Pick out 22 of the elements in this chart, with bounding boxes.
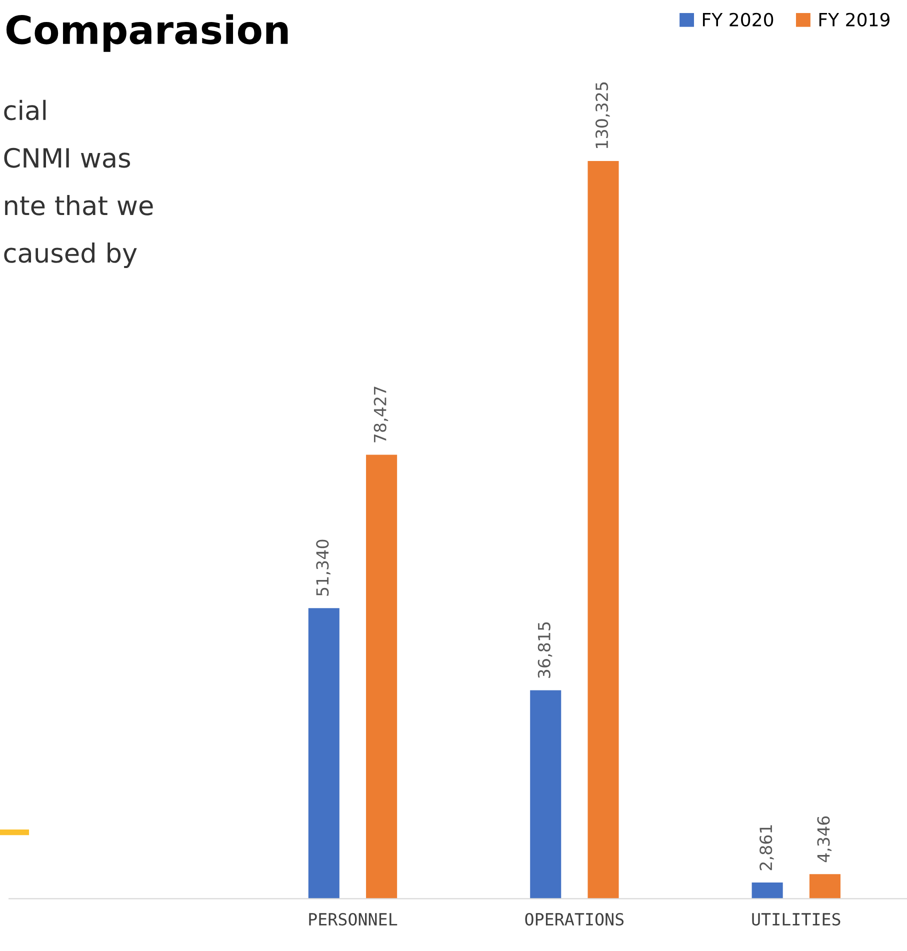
text: caused by — [4, 242, 137, 268]
bar — [530, 690, 562, 899]
data-label: 2,861 — [760, 825, 774, 870]
bar — [809, 874, 840, 899]
bar — [752, 882, 783, 899]
x-tick-label: UTILITIES — [752, 912, 840, 926]
data-label: 130,325 — [595, 82, 610, 148]
data-label: 51,340 — [316, 540, 330, 596]
data-label: 36,815 — [538, 622, 552, 678]
text: nte that we — [5, 194, 153, 216]
data-label: 78,427 — [374, 386, 388, 442]
data-label: 4,346 — [817, 816, 832, 862]
bar — [588, 161, 619, 899]
text: CNMI was — [4, 148, 130, 168]
bar — [366, 454, 398, 899]
x-tick-label: OPERATIONS — [525, 912, 624, 926]
legend-label: FY 2020 — [702, 12, 774, 26]
chart-title: Comparasion — [6, 14, 288, 52]
text: cial — [4, 100, 46, 120]
legend-label: FY 2019 — [819, 12, 890, 26]
bar — [308, 608, 340, 899]
x-tick-label: PERSONNEL — [309, 912, 398, 926]
